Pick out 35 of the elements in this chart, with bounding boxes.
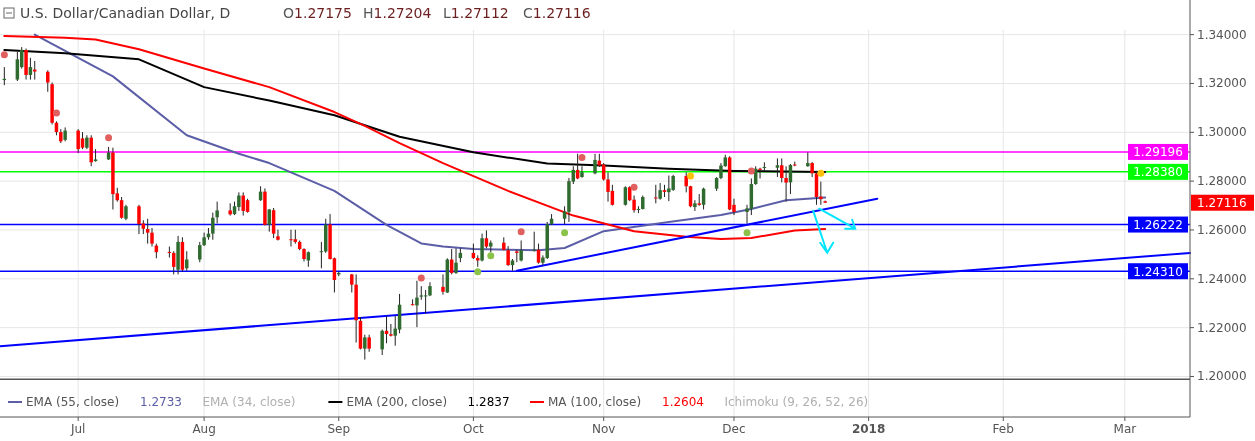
legend-label: MA (100, close)	[548, 395, 642, 409]
y-tick-label: 1.34000	[1197, 27, 1247, 42]
x-tick-label: 2018	[851, 422, 886, 436]
text: O1.27175	[283, 5, 352, 21]
y-tick-label: 1.24000	[1197, 271, 1247, 286]
x-tick-label: Jul	[69, 422, 86, 436]
legend-label: EMA (55, close)	[26, 395, 120, 409]
annotation: 1.2604	[662, 395, 704, 409]
x-tick-label: Feb	[992, 422, 1014, 436]
y-tick-label: 1.20000	[1197, 369, 1247, 384]
y-tick-label: 1.28000	[1197, 174, 1247, 189]
text: L1.27112	[443, 5, 509, 21]
ref-line-label: 1.29196	[1133, 145, 1183, 160]
x-tick-label: Mar	[1113, 422, 1137, 436]
y-tick-label: 1.22000	[1197, 320, 1247, 335]
ref-line-label: 1.26222	[1133, 218, 1183, 233]
ref-line-label: 1.24310	[1133, 264, 1183, 279]
legend-label: EMA (200, close)	[346, 395, 448, 409]
y-tick-label: 1.32000	[1197, 76, 1247, 91]
text: C1.27116	[523, 5, 591, 21]
y-tick-label: 1.30000	[1197, 125, 1247, 140]
annotation: 1.2837	[467, 395, 510, 409]
x-tick-label: Aug	[192, 422, 216, 436]
x-tick-label: Dec	[722, 422, 746, 436]
annotation: EMA (34, close)	[202, 395, 296, 409]
annotation: 1.2733	[140, 395, 182, 409]
y-tick-label: 1.26000	[1197, 222, 1247, 237]
text: H1.27204	[363, 5, 432, 21]
text: 1.27116	[1197, 196, 1247, 211]
ref-line-label: 1.28380	[1133, 165, 1183, 180]
x-tick-label: Oct	[463, 422, 485, 436]
annotation: Ichimoku (9, 26, 52, 26)	[724, 395, 869, 409]
chart-title: U.S. Dollar/Canadian Dollar, D	[20, 5, 231, 21]
x-tick-label: Nov	[591, 422, 616, 436]
x-tick-label: Sep	[327, 422, 351, 436]
